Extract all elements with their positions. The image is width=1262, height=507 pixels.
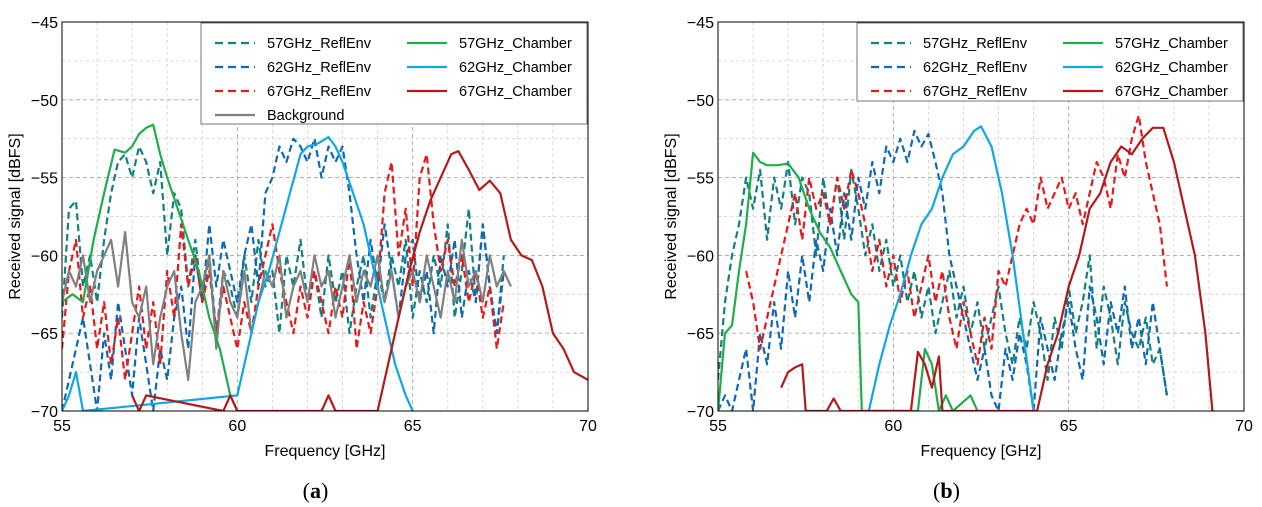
legend-entry-57ghz-reflenv: 57GHz_ReflEnv: [923, 36, 1028, 52]
series-line-57ghz-reflenv: [718, 160, 1168, 396]
legend-entry-62ghz-reflenv: 62GHz_ReflEnv: [923, 60, 1028, 76]
x-tick-label: 55: [53, 418, 71, 435]
series-line-67ghz-reflenv: [745, 114, 1168, 366]
legend-entry-57ghz-chamber: 57GHz_Chamber: [1115, 36, 1228, 52]
y-tick-label: −50: [31, 93, 58, 110]
y-tick-label: −70: [687, 404, 714, 421]
y-tick-label: −45: [687, 15, 714, 32]
legend: 57GHz_ReflEnv 62GHz_ReflEnv 67GHz_ReflEnv B…: [200, 22, 588, 125]
x-tick-label: 60: [884, 418, 902, 435]
series-group: [718, 114, 1214, 411]
x-tick-label: 70: [1235, 418, 1253, 435]
plot-frame: [717, 21, 1245, 412]
y-tick-label: −55: [31, 171, 58, 188]
chart-a-svg: 55 60 65 70 −45 −50 −55 −60 −65 −70 Frequency [GHz…: [7, 15, 597, 460]
series-line-62ghz-chamber: [62, 136, 414, 411]
y-tick-label: −60: [687, 248, 714, 265]
series-line-57ghz-chamber: [718, 151, 985, 411]
series-line-67ghz-chamber: [131, 150, 588, 411]
legend-entry-62ghz-chamber: 62GHz_Chamber: [459, 60, 572, 76]
legend-entry-62ghz-reflenv: 62GHz_ReflEnv: [267, 60, 372, 76]
y-tick-label: −60: [31, 248, 58, 265]
panel-caption-b: (b): [933, 478, 960, 503]
x-tick-label: 65: [1060, 418, 1078, 435]
series-line-57ghz-chamber: [62, 123, 239, 411]
legend-entry-62ghz-chamber: 62GHz_Chamber: [1115, 60, 1228, 76]
x-tick-label: 70: [579, 418, 597, 435]
chart-b-svg: 55 60 65 70 −45 −50 −55 −60 −65 −70 Frequency [GHz…: [663, 15, 1253, 460]
y-tick-label: −70: [31, 404, 58, 421]
legend-entry-67ghz-reflenv: 67GHz_ReflEnv: [923, 84, 1028, 100]
series-line-67ghz-chamber: [780, 126, 1214, 411]
x-tick-label: 55: [709, 418, 727, 435]
plot-frame: [61, 21, 589, 412]
panel-caption-a: (a): [302, 478, 329, 503]
series-line-62ghz-reflenv: [718, 129, 1168, 411]
legend: 57GHz_ReflEnv 62GHz_ReflEnv 67GHz_ReflEnv 5…: [856, 22, 1244, 102]
y-tick-label: −55: [687, 171, 714, 188]
x-axis-label: Frequency [GHz]: [921, 443, 1042, 460]
legend-entry-67ghz-chamber: 67GHz_Chamber: [1115, 84, 1228, 100]
series-line-62ghz-reflenv: [62, 137, 505, 411]
x-tick-label: 65: [404, 418, 422, 435]
legend-entry-67ghz-reflenv: 67GHz_ReflEnv: [267, 84, 372, 100]
legend-entry-57ghz-chamber: 57GHz_Chamber: [459, 36, 572, 52]
y-tick-label: −45: [31, 15, 58, 32]
y-tick-label: −50: [687, 93, 714, 110]
y-axis-label: Received signal [dBFS]: [7, 133, 24, 299]
chart-panel-b: 55 60 65 70 −45 −50 −55 −60 −65 −70 Frequency [GHz…: [631, 0, 1262, 507]
legend-box: [856, 22, 1244, 102]
y-tick-label: −65: [31, 326, 58, 343]
legend-entry-57ghz-reflenv: 57GHz_ReflEnv: [267, 36, 372, 52]
legend-box: [200, 22, 588, 125]
y-axis-label: Received signal [dBFS]: [663, 133, 680, 299]
legend-entry-background: Background: [267, 108, 344, 124]
series-line-62ghz-chamber: [867, 125, 1035, 411]
x-axis-label: Frequency [GHz]: [265, 443, 386, 460]
series-line-background: [62, 231, 512, 381]
x-tick-label: 60: [228, 418, 246, 435]
legend-entry-67ghz-chamber: 67GHz_Chamber: [459, 84, 572, 100]
series-group: [62, 123, 588, 411]
chart-panel-a: 55 60 65 70 −45 −50 −55 −60 −65 −70 Frequency [GHz…: [7, 15, 597, 503]
y-tick-label: −65: [687, 326, 714, 343]
